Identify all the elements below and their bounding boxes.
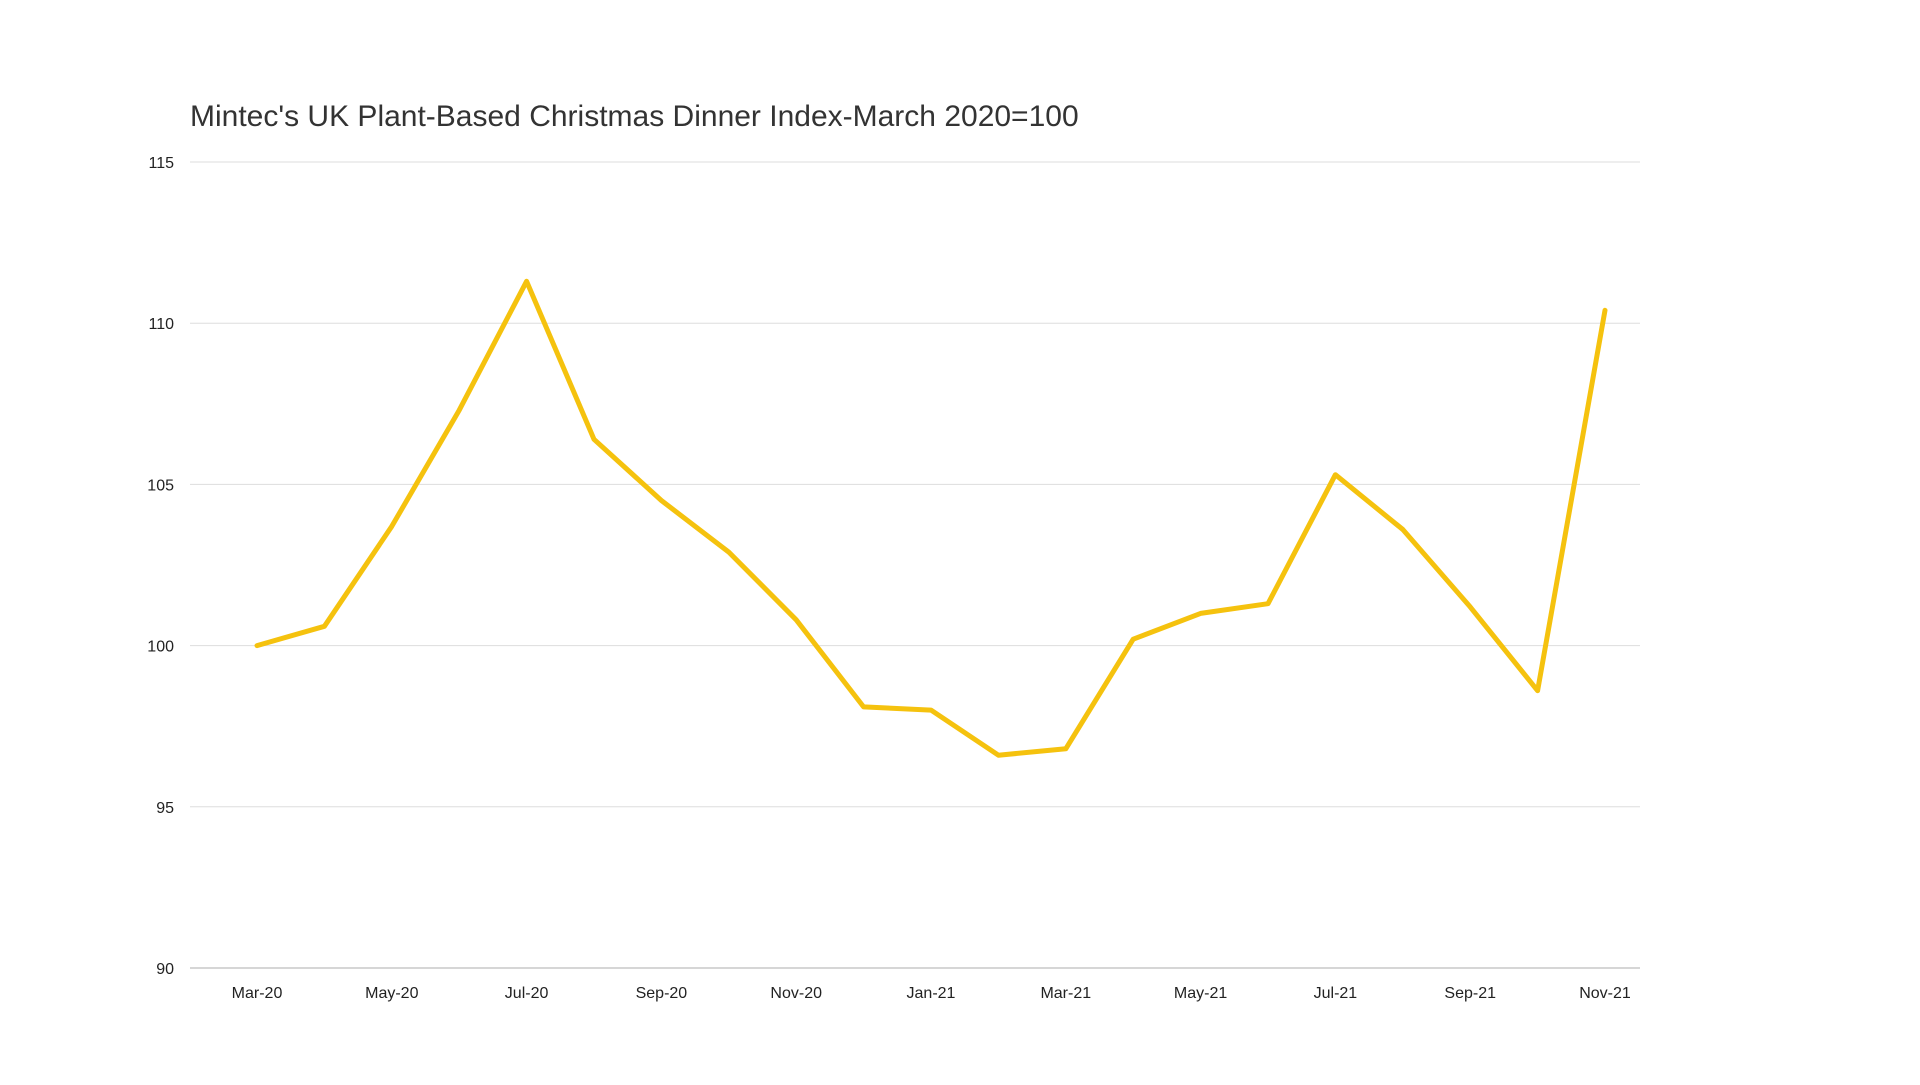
y-tick-label: 110	[148, 316, 174, 333]
x-tick-label: May-21	[1174, 985, 1227, 1002]
x-tick-label: Sep-21	[1444, 985, 1496, 1002]
x-tick-label: Jul-21	[1314, 985, 1358, 1002]
y-tick-label: 100	[147, 639, 174, 656]
series-line	[254, 278, 1608, 758]
x-tick-label: Nov-20	[770, 985, 822, 1002]
x-axis-ticks: Mar-20 May-20 Jul-20 Sep-20 Nov-20 Jan-21 Mar-…	[232, 985, 1631, 1002]
y-tick-label: 90	[156, 961, 174, 978]
y-axis-ticks: 90 95 100 105 110 115	[147, 155, 174, 978]
x-tick-label: Nov-21	[1579, 985, 1631, 1002]
y-tick-label: 105	[147, 477, 174, 494]
y-tick-label: 115	[148, 155, 174, 172]
y-tick-label: 95	[156, 800, 174, 817]
x-tick-label: Mar-21	[1040, 985, 1091, 1002]
x-tick-label: Jul-20	[505, 985, 549, 1002]
grid-lines	[190, 161, 1640, 969]
x-tick-label: Mar-20	[232, 985, 283, 1002]
x-tick-label: May-20	[365, 985, 418, 1002]
x-tick-label: Sep-20	[636, 985, 688, 1002]
chart-title: Mintec's UK Plant-Based Christmas Dinner…	[190, 100, 1079, 133]
x-tick-label: Jan-21	[907, 985, 956, 1002]
series-layer	[254, 278, 1608, 758]
